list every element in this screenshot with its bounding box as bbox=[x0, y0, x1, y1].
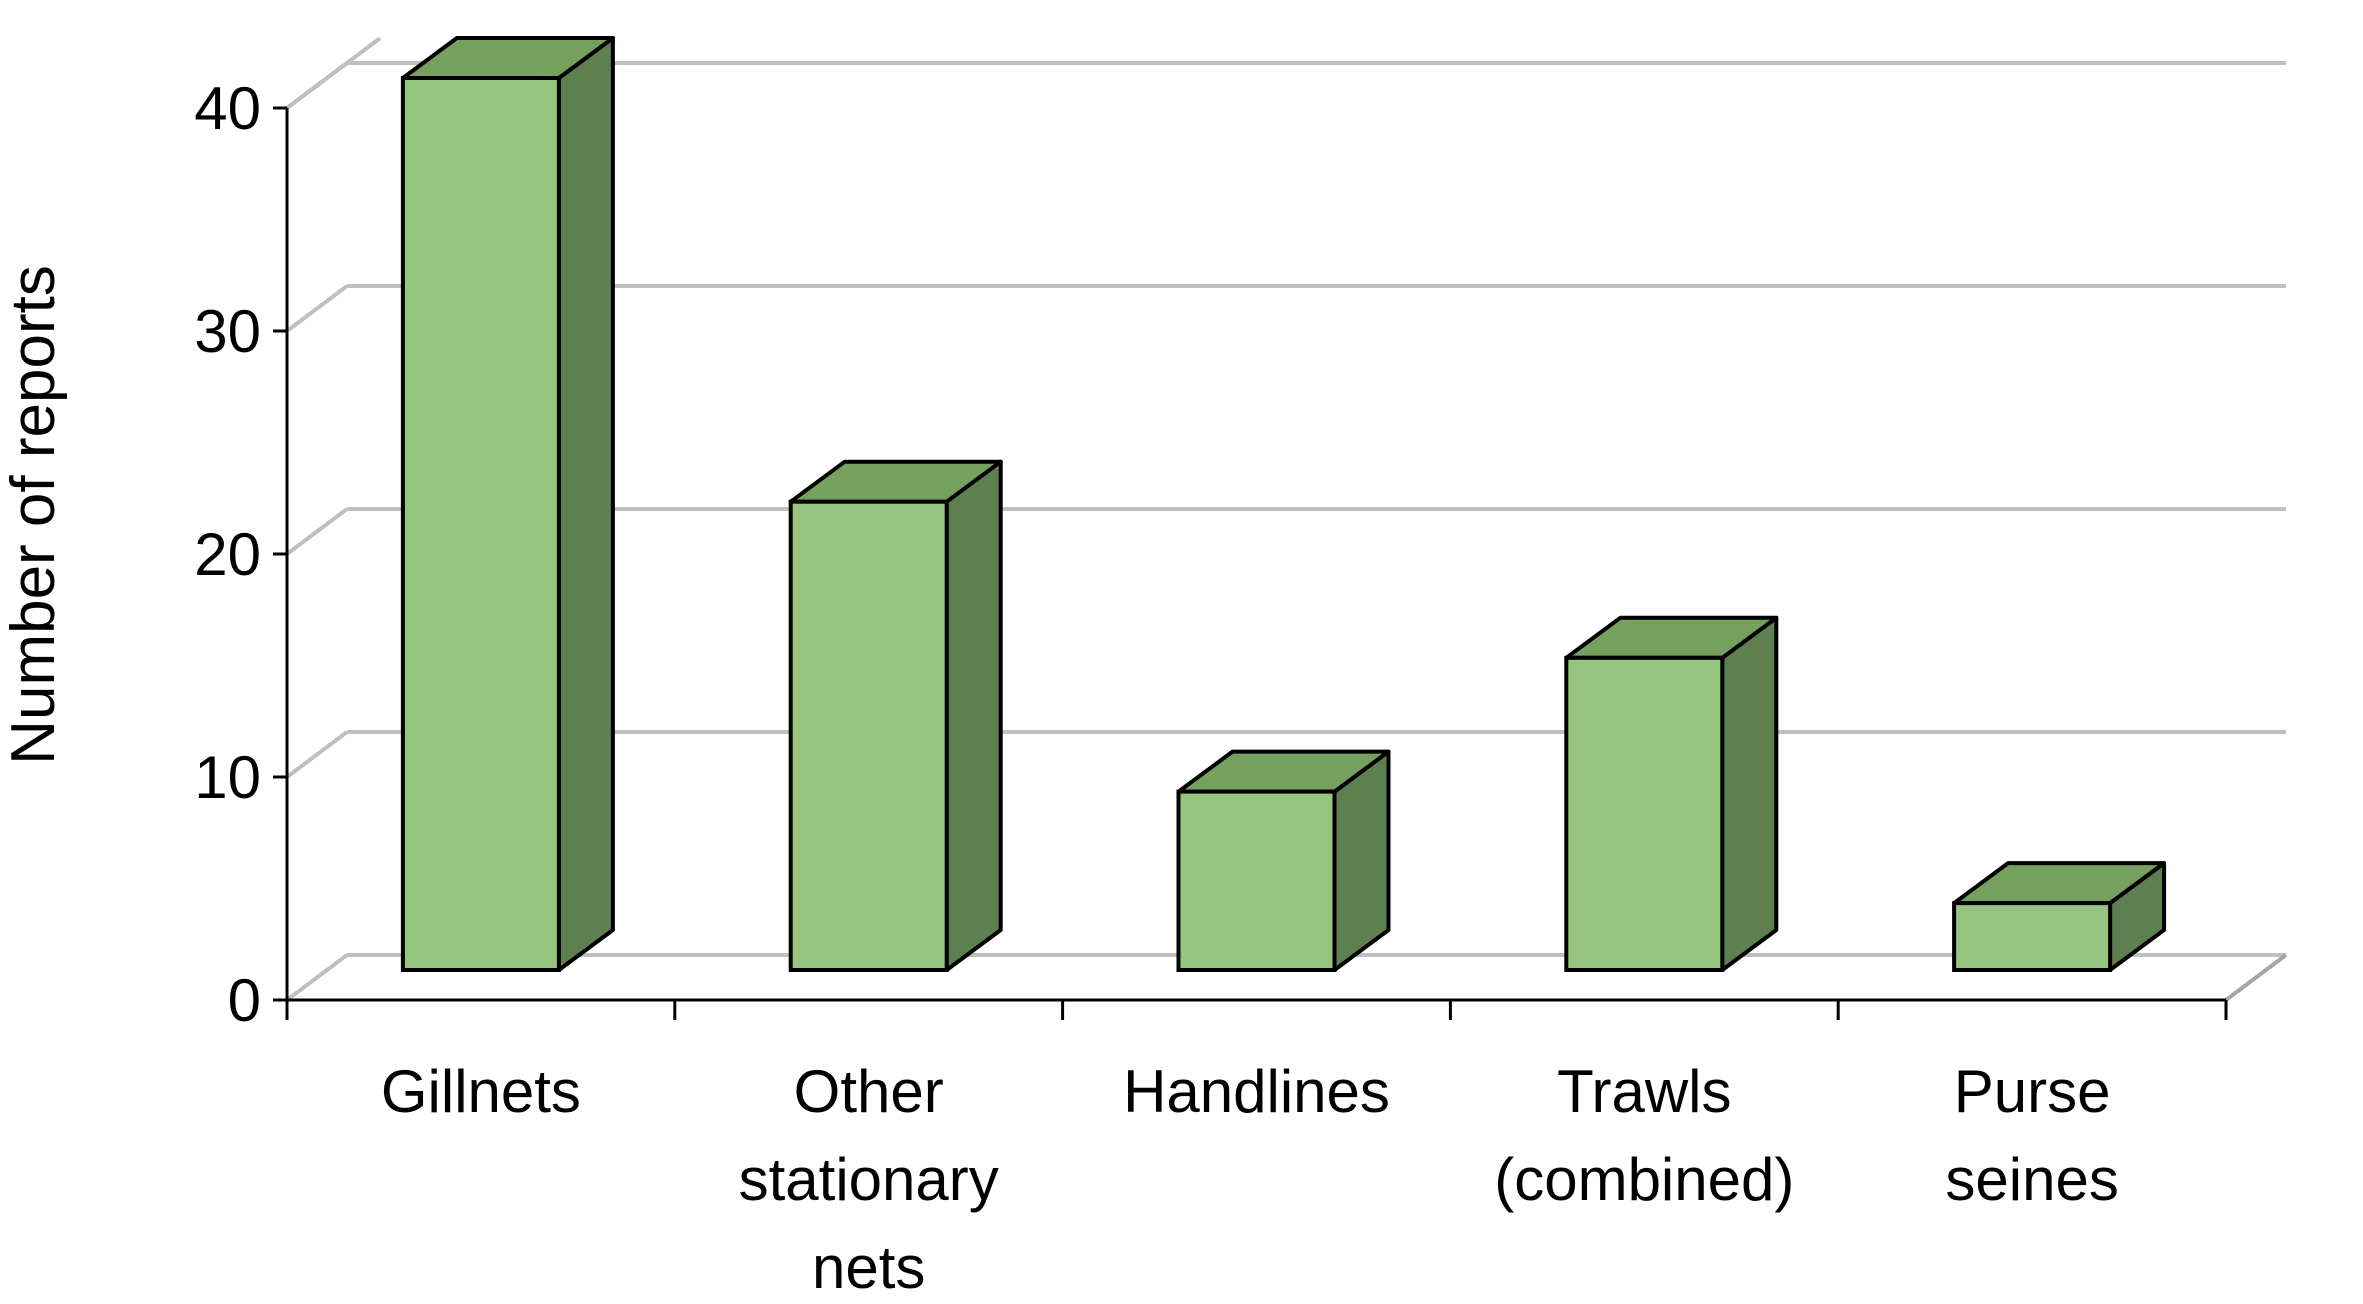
bar-side bbox=[944, 459, 1003, 972]
bars bbox=[400, 36, 2167, 972]
bar bbox=[400, 36, 615, 972]
y-tick-label: 40 bbox=[194, 75, 261, 142]
gridline-diagonal bbox=[285, 953, 349, 1002]
category-label: Other stationary nets bbox=[739, 1058, 999, 1299]
wall-top-edge bbox=[285, 36, 382, 110]
category-label-line: Gillnets bbox=[381, 1058, 581, 1125]
bar bbox=[1952, 861, 2167, 972]
category-label-line: seines bbox=[1945, 1146, 2118, 1213]
category-label: Gillnets bbox=[381, 1058, 581, 1125]
category-label: Trawls (combined) bbox=[1494, 1058, 1794, 1213]
category-label: Handlines bbox=[1123, 1058, 1390, 1125]
bar-front bbox=[1176, 789, 1337, 972]
category-label-line: Purse bbox=[1954, 1058, 2111, 1125]
y-tick-label: 20 bbox=[194, 521, 261, 588]
y-axis-title: Number of reports bbox=[0, 265, 68, 765]
bar bbox=[788, 459, 1003, 972]
bar bbox=[1564, 615, 1779, 972]
bar-front bbox=[1564, 655, 1725, 972]
y-tick-label: 10 bbox=[194, 744, 261, 811]
gridline-diagonal bbox=[285, 284, 349, 333]
bar-side bbox=[556, 36, 615, 972]
gridline-diagonal bbox=[285, 507, 349, 556]
category-labels: Gillnets Other stationary nets Handlines Traw… bbox=[381, 1058, 2119, 1301]
y-tick-label: 0 bbox=[228, 967, 261, 1034]
bar bbox=[1176, 749, 1391, 972]
bar-front bbox=[788, 499, 949, 972]
bar-side bbox=[1720, 615, 1779, 972]
floor-right-edge bbox=[2224, 953, 2288, 1002]
category-label-line: Handlines bbox=[1123, 1058, 1390, 1125]
category-label: Purse seines bbox=[1945, 1058, 2118, 1213]
category-label-line: Other bbox=[794, 1058, 944, 1125]
category-label-line: (combined) bbox=[1494, 1146, 1794, 1213]
bar-front bbox=[400, 76, 561, 972]
category-label-line: stationary bbox=[739, 1146, 999, 1213]
y-tick-label: 30 bbox=[194, 298, 261, 365]
category-label-line: Trawls bbox=[1557, 1058, 1731, 1125]
axes: Number of reports 0 10 20 30 40 bbox=[0, 75, 2228, 1034]
bar-front bbox=[1952, 901, 2113, 972]
category-label-line: nets bbox=[812, 1234, 925, 1299]
gridline-diagonal bbox=[285, 730, 349, 779]
